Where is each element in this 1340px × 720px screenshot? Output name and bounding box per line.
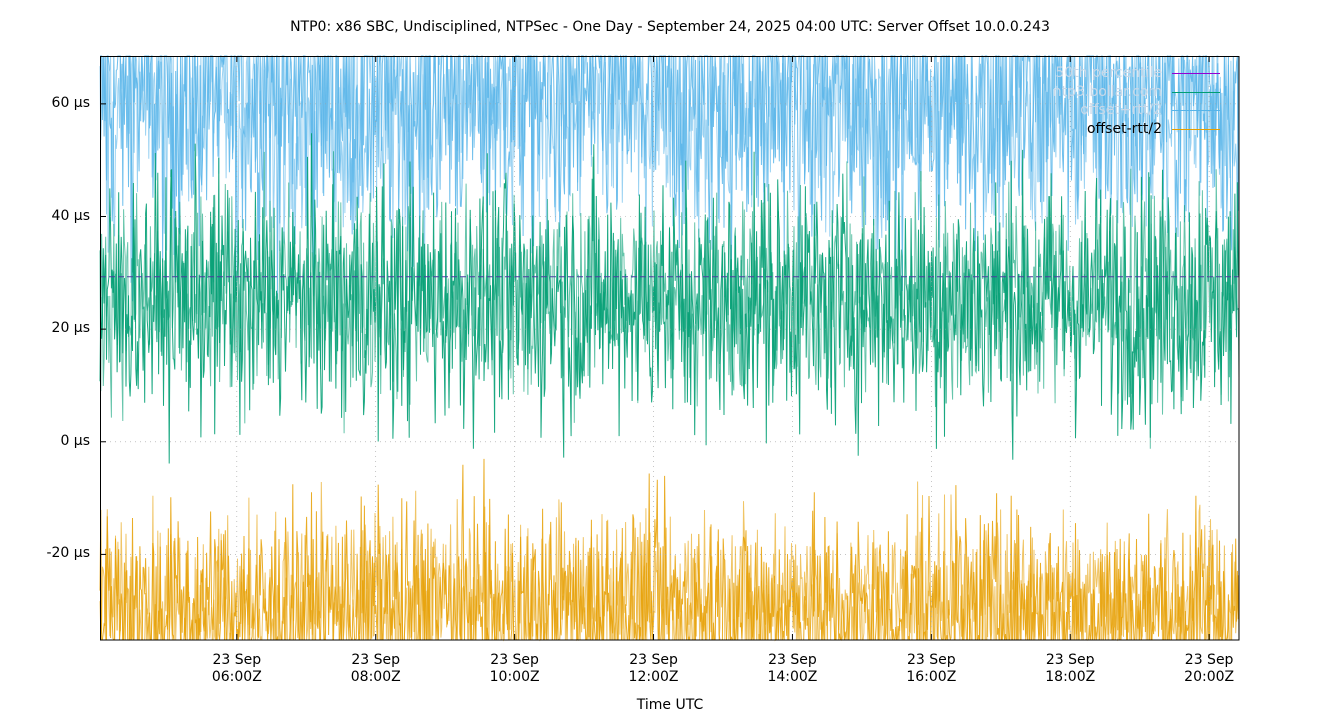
y-tick-label: 40 µs	[51, 207, 90, 224]
legend-label: offset-rtt/2	[1086, 120, 1162, 137]
legend-item-offset-plus: offset+rtt/2	[1053, 101, 1162, 120]
x-tick-label: 23 Sep 10:00Z	[489, 652, 540, 685]
y-tick-label: 20 µs	[51, 320, 90, 337]
y-tick-label: 60 µs	[51, 94, 90, 111]
x-tick-label: 23 Sep 12:00Z	[628, 652, 679, 685]
plot-border	[100, 56, 1240, 641]
legend-label: offset+rtt/2	[1080, 102, 1162, 118]
legend: 50th percentile ntp3.bollar.com offset+r…	[1053, 64, 1162, 138]
legend-line-sample	[1172, 73, 1220, 74]
legend-item-median: 50th percentile	[1053, 64, 1162, 83]
x-tick-label: 23 Sep 08:00Z	[350, 652, 401, 685]
x-tick-label: 23 Sep 06:00Z	[211, 652, 262, 685]
legend-item-ntp3: ntp3.bollar.com	[1053, 83, 1162, 102]
x-tick-label: 23 Sep 14:00Z	[767, 652, 818, 685]
legend-item-offset-minus: offset-rtt/2	[1053, 120, 1162, 139]
y-tick-label: -20 µs	[46, 545, 90, 562]
legend-label: ntp3.bollar.com	[1052, 83, 1162, 100]
legend-label: 50th percentile	[1055, 65, 1162, 81]
legend-line-sample	[1172, 128, 1220, 130]
chart-title: NTP0: x86 SBC, Undisciplined, NTPSec - O…	[290, 19, 1050, 35]
legend-line-sample	[1172, 91, 1220, 93]
x-tick-label: 23 Sep 20:00Z	[1184, 652, 1235, 685]
y-tick-label: 0 µs	[60, 432, 90, 449]
x-axis-title: Time UTC	[636, 697, 704, 713]
x-tick-label: 23 Sep 18:00Z	[1045, 652, 1096, 685]
legend-line-sample	[1172, 110, 1220, 111]
x-tick-label: 23 Sep 16:00Z	[906, 652, 957, 685]
series-layer	[99, 54, 1240, 642]
